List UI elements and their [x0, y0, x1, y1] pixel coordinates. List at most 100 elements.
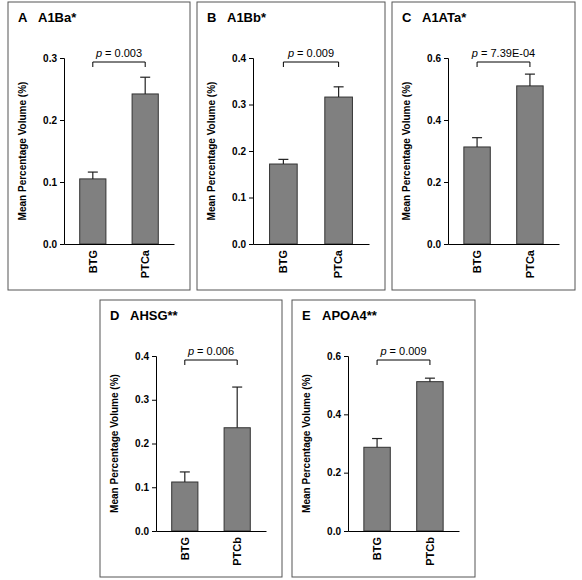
x-tick: BTG [371, 531, 383, 560]
y-tick-mark [444, 244, 448, 245]
error-cap [525, 74, 535, 75]
x-tick: BTG [471, 244, 483, 273]
significance-bracket [283, 62, 338, 67]
y-tick-mark [444, 182, 448, 183]
y-tick-mark [344, 414, 348, 415]
y-tick: 0.0 [327, 526, 348, 537]
y-axis-title: Mean Percentage Volume (%) [301, 374, 312, 513]
error-line [145, 77, 146, 94]
y-tick: 0.3 [232, 99, 253, 110]
panel-frame [197, 2, 385, 290]
x-axis: BTGPTCb [349, 531, 460, 566]
y-axis: 0.00.20.40.6 [327, 351, 348, 537]
x-tick: PTCb [231, 531, 243, 566]
bar [417, 382, 443, 531]
error-bar [180, 472, 190, 482]
error-cap [232, 386, 242, 387]
y-tick-mark [60, 182, 64, 183]
error-bar [425, 378, 435, 382]
x-tick-label: BTG [179, 537, 191, 560]
y-tick: 0.1 [135, 482, 156, 493]
y-tick-label: 0.2 [43, 115, 57, 126]
panel: AA1Ba*0.00.10.20.3BTGPTCap = 0.003Mean P… [8, 2, 190, 290]
y-tick-label: 0.0 [327, 526, 341, 537]
p-value: p = 0.006 [187, 345, 234, 357]
x-axis: BTGPTCa [449, 244, 560, 278]
y-tick-mark [152, 356, 156, 357]
y-tick-label: 0.0 [43, 239, 57, 250]
bar [172, 482, 198, 531]
y-tick-label: 0.3 [135, 394, 149, 405]
error-bar [334, 87, 344, 97]
panel: EAPOA4**0.00.20.40.6BTGPTCbp = 0.009Mean… [292, 300, 475, 577]
y-tick-mark [60, 58, 64, 59]
p-value: p = 0.009 [287, 47, 334, 59]
p-value: p = 7.39E-04 [471, 47, 535, 59]
y-tick: 0.2 [135, 438, 156, 449]
y-axis-line [60, 59, 65, 245]
y-tick-mark [249, 58, 253, 59]
x-tick-label: PTCa [332, 249, 344, 278]
y-axis-line [344, 357, 349, 532]
panel-frame [8, 2, 190, 290]
y-tick: 0.2 [43, 115, 64, 126]
y-tick-mark [152, 531, 156, 532]
panel-frame [392, 2, 575, 290]
error-bar [472, 138, 482, 147]
p-value: p = 0.009 [379, 345, 426, 357]
y-axis-line [444, 59, 449, 245]
y-tick-label: 0.4 [427, 115, 441, 126]
x-tick-label: PTCa [139, 249, 151, 278]
y-tick: 0.1 [43, 177, 64, 188]
panel-title: A1Bb* [227, 10, 267, 25]
panel-title: A1Ba* [38, 10, 77, 25]
y-tick-label: 0.6 [327, 351, 341, 362]
y-tick-mark [444, 58, 448, 59]
panel-title: AHSG** [130, 308, 179, 323]
y-tick: 0.4 [327, 409, 348, 420]
plot: 0.00.10.20.30.4BTGPTCbp = 0.006 [135, 345, 266, 566]
error-cap [372, 438, 382, 439]
plot: 0.0 0.1 0.2 0.3 BTG PTCa p = 0.003 [43, 47, 174, 278]
plot: 0.00.20.40.6BTGPTCbp = 0.009 [327, 345, 459, 566]
panel-letter: E [302, 308, 311, 323]
y-tick: 0.0 [43, 239, 64, 250]
y-tick-label: 0.6 [427, 53, 441, 64]
y-axis-line [249, 59, 254, 245]
x-axis: BTGPTCa [254, 244, 370, 278]
x-axis-line [449, 244, 560, 245]
p-value: p = 0.003 [95, 47, 142, 59]
y-tick-label: 0.0 [427, 239, 441, 250]
error-cap [140, 77, 150, 78]
y-axis: 0.0 0.2 0.4 0.6 [427, 53, 448, 250]
y-tick: 0.3 [135, 394, 156, 405]
y-tick-label: 0.4 [135, 351, 149, 362]
y-tick: 0.3 [43, 53, 64, 64]
y-axis-line [152, 357, 157, 532]
y-tick-label: 0.3 [232, 99, 246, 110]
x-tick-label: BTG [87, 250, 99, 273]
x-axis-line [349, 531, 460, 532]
y-tick: 0.1 [232, 192, 253, 203]
y-tick-label: 0.0 [232, 239, 246, 250]
y-tick-mark [249, 105, 253, 106]
bar [364, 447, 390, 531]
y-tick: 0.0 [427, 239, 448, 250]
x-tick-label: BTG [471, 250, 483, 273]
y-tick-mark [249, 198, 253, 199]
y-tick: 0.0 [232, 239, 253, 250]
error-cap [334, 86, 344, 87]
y-tick-label: 0.3 [43, 53, 57, 64]
x-tick: PTCa [139, 244, 151, 278]
error-bar [232, 387, 242, 428]
error-bar [88, 172, 98, 179]
x-tick-label: BTG [371, 537, 383, 560]
significance-bracket [377, 360, 430, 365]
y-tick-label: 0.2 [427, 177, 441, 188]
x-axis-line [65, 244, 175, 245]
y-tick-mark [344, 356, 348, 357]
error-cap [425, 378, 435, 379]
panel-letter: B [207, 10, 216, 25]
marks [270, 87, 353, 244]
plot: 0.0 0.2 0.4 0.6 BTGPTCa p = 7.39E-04 [427, 47, 559, 278]
